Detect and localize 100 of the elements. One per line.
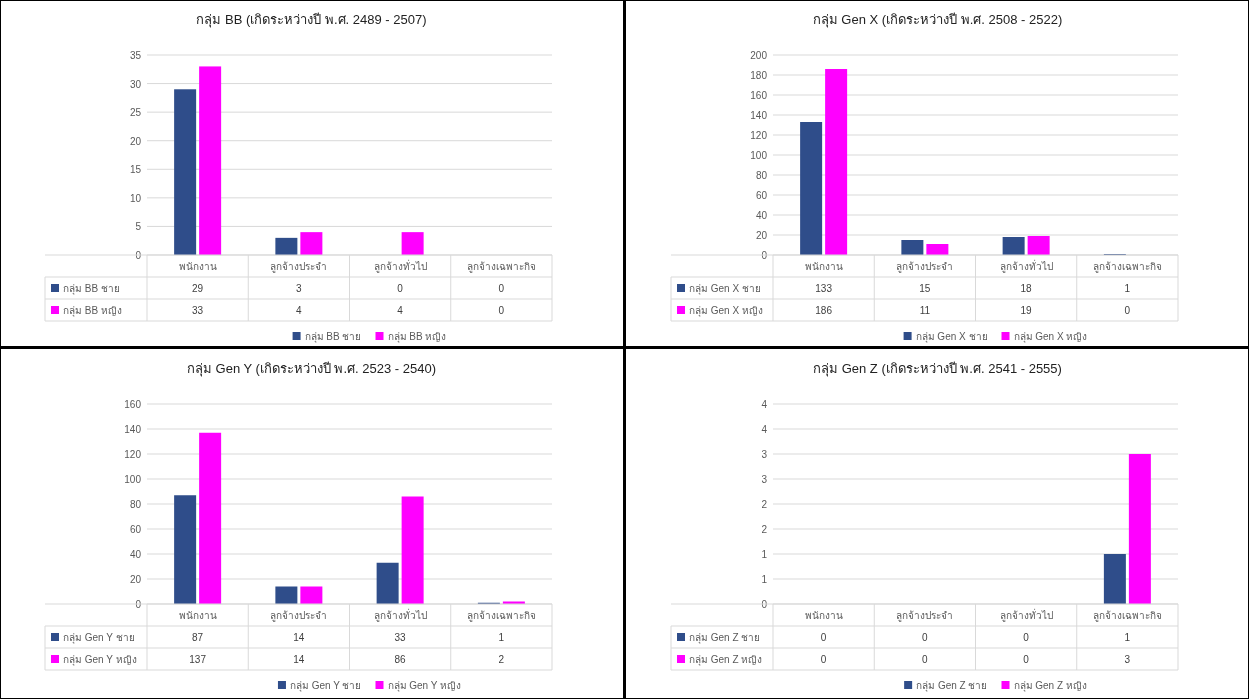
y-tick-label: 3: [761, 449, 768, 460]
text: กลุ่ม Gen X ชาย: [915, 331, 988, 342]
data-label: 87: [192, 632, 204, 643]
y-tick-label: 5: [135, 221, 142, 233]
y-tick-label: 60: [755, 190, 768, 201]
y-tick-label: 0: [761, 250, 768, 261]
data-label: 186: [815, 305, 833, 316]
legend-label: กลุ่ม BB หญิง: [387, 331, 447, 343]
data-label: 4: [397, 305, 404, 316]
x-tick-label: ลูกจ้างประจำ: [896, 610, 954, 622]
y-tick-label: 160: [750, 90, 768, 101]
data-label: 0: [922, 632, 929, 643]
data-label: 86: [394, 654, 407, 665]
data-label: 0: [498, 305, 505, 316]
legend-label: กลุ่ม Gen Z ชาย: [916, 680, 988, 692]
y-tick-label: 0: [135, 599, 142, 610]
data-label: 14: [293, 654, 305, 665]
y-tick-label: 0: [135, 250, 142, 261]
chart-title: กลุ่ม BB (เกิดระหว่างปี พ.ศ. 2489 - 2507): [196, 12, 427, 28]
data-label: 0: [1124, 305, 1131, 316]
text: กลุ่ม Gen Z ชาย: [689, 632, 761, 643]
y-tick-label: 80: [129, 499, 142, 510]
y-tick-label: 1: [761, 549, 768, 560]
x-tick-label: ลูกจ้างทั่วไป: [999, 259, 1053, 273]
y-tick-label: 60: [129, 524, 142, 535]
y-tick-label: 200: [750, 50, 768, 61]
text: กลุ่ม BB หญิง: [63, 305, 122, 316]
y-tick-label: 4: [761, 399, 768, 410]
x-tick-label: ลูกจ้างประจำ: [896, 261, 954, 273]
data-label: 0: [498, 283, 505, 294]
y-tick-label: 2: [761, 499, 768, 510]
x-tick-label: พนักงาน: [178, 261, 217, 272]
text: กลุ่ม Gen Y หญิง: [63, 654, 137, 665]
y-tick-label: 1: [761, 574, 768, 585]
legend-label: กลุ่ม Gen X ชาย: [689, 283, 761, 295]
text: กลุ่ม Gen Z หญิง: [689, 654, 763, 665]
y-tick-label: 20: [129, 135, 142, 147]
data-label: 1: [1124, 632, 1131, 643]
y-tick-label: 30: [129, 78, 142, 90]
y-tick-label: 100: [124, 474, 142, 485]
y-tick-label: 40: [755, 210, 768, 221]
x-tick-label: ลูกจ้างทั่วไป: [373, 259, 427, 273]
data-label: 11: [919, 305, 931, 316]
y-tick-label: 25: [129, 107, 142, 119]
x-tick-label: ลูกจ้างทั่วไป: [373, 608, 427, 622]
chart-title: กลุ่ม Gen X (เกิดระหว่างปี พ.ศ. 2508 - 2522): [812, 12, 1063, 28]
data-label: 18: [1020, 283, 1033, 294]
legend-label: กลุ่ม BB ชาย: [63, 283, 120, 295]
data-label: 29: [192, 283, 204, 294]
data-label: 0: [397, 283, 404, 294]
chart-title: กลุ่ม Gen Y (เกิดระหว่างปี พ.ศ. 2523 - 2540): [186, 361, 437, 377]
y-tick-label: 120: [124, 449, 142, 460]
x-tick-label: ลูกจ้างประจำ: [270, 610, 328, 622]
y-tick-label: 40: [129, 549, 142, 560]
x-tick-label: ลูกจ้างเฉพาะกิจ: [1092, 610, 1162, 622]
data-label: 3: [296, 283, 303, 294]
data-label: 1: [1124, 283, 1131, 294]
y-tick-label: 80: [755, 170, 768, 181]
x-tick-label: ลูกจ้างเฉพาะกิจ: [466, 610, 536, 622]
chart-title: กลุ่ม Gen Z (เกิดระหว่างปี พ.ศ. 2541 - 2555): [813, 361, 1062, 377]
data-label: 14: [293, 632, 305, 643]
y-tick-label: 140: [750, 110, 768, 121]
text: กลุ่ม BB ชาย: [304, 331, 362, 342]
data-label: 0: [820, 632, 827, 643]
x-tick-label: พนักงาน: [804, 610, 843, 621]
text: กลุ่ม Gen Y ชาย: [289, 680, 362, 691]
legend-label: กลุ่ม Gen Y หญิง: [387, 680, 462, 692]
data-label: 2: [498, 654, 505, 665]
data-label: 33: [394, 632, 407, 643]
y-tick-label: 4: [761, 424, 768, 435]
legend-label: กลุ่ม Gen X หญิง: [1013, 331, 1088, 343]
data-label: 4: [296, 305, 303, 316]
x-tick-label: ลูกจ้างเฉพาะกิจ: [466, 261, 536, 273]
y-tick-label: 35: [129, 50, 142, 61]
y-tick-label: 120: [750, 130, 768, 141]
data-label: 0: [1023, 632, 1030, 643]
y-tick-label: 140: [124, 424, 142, 435]
data-label: 0: [1023, 654, 1030, 665]
data-label: 137: [189, 654, 207, 665]
y-tick-label: 20: [129, 574, 142, 585]
x-tick-label: พนักงาน: [178, 610, 217, 621]
y-tick-label: 0: [761, 599, 768, 610]
data-label: 33: [192, 305, 204, 316]
data-label: 133: [815, 283, 833, 294]
data-label: 0: [922, 654, 929, 665]
y-tick-label: 15: [129, 164, 142, 176]
data-label: 15: [919, 283, 931, 294]
x-tick-label: ลูกจ้างประจำ: [270, 261, 328, 273]
x-tick-label: ลูกจ้างเฉพาะกิจ: [1092, 261, 1162, 273]
legend-label: กลุ่ม Gen Y ชาย: [63, 632, 135, 644]
y-tick-label: 100: [750, 150, 768, 161]
text: กลุ่ม Gen X หญิง: [689, 305, 763, 316]
y-tick-label: 3: [761, 474, 768, 485]
data-label: 3: [1124, 654, 1131, 665]
y-tick-label: 160: [124, 399, 142, 410]
y-tick-label: 10: [129, 192, 142, 204]
x-tick-label: ลูกจ้างทั่วไป: [999, 608, 1053, 622]
legend-label: กลุ่ม Gen Z หญิง: [1013, 680, 1087, 692]
data-label: 1: [498, 632, 505, 643]
data-label: 19: [1020, 305, 1033, 316]
